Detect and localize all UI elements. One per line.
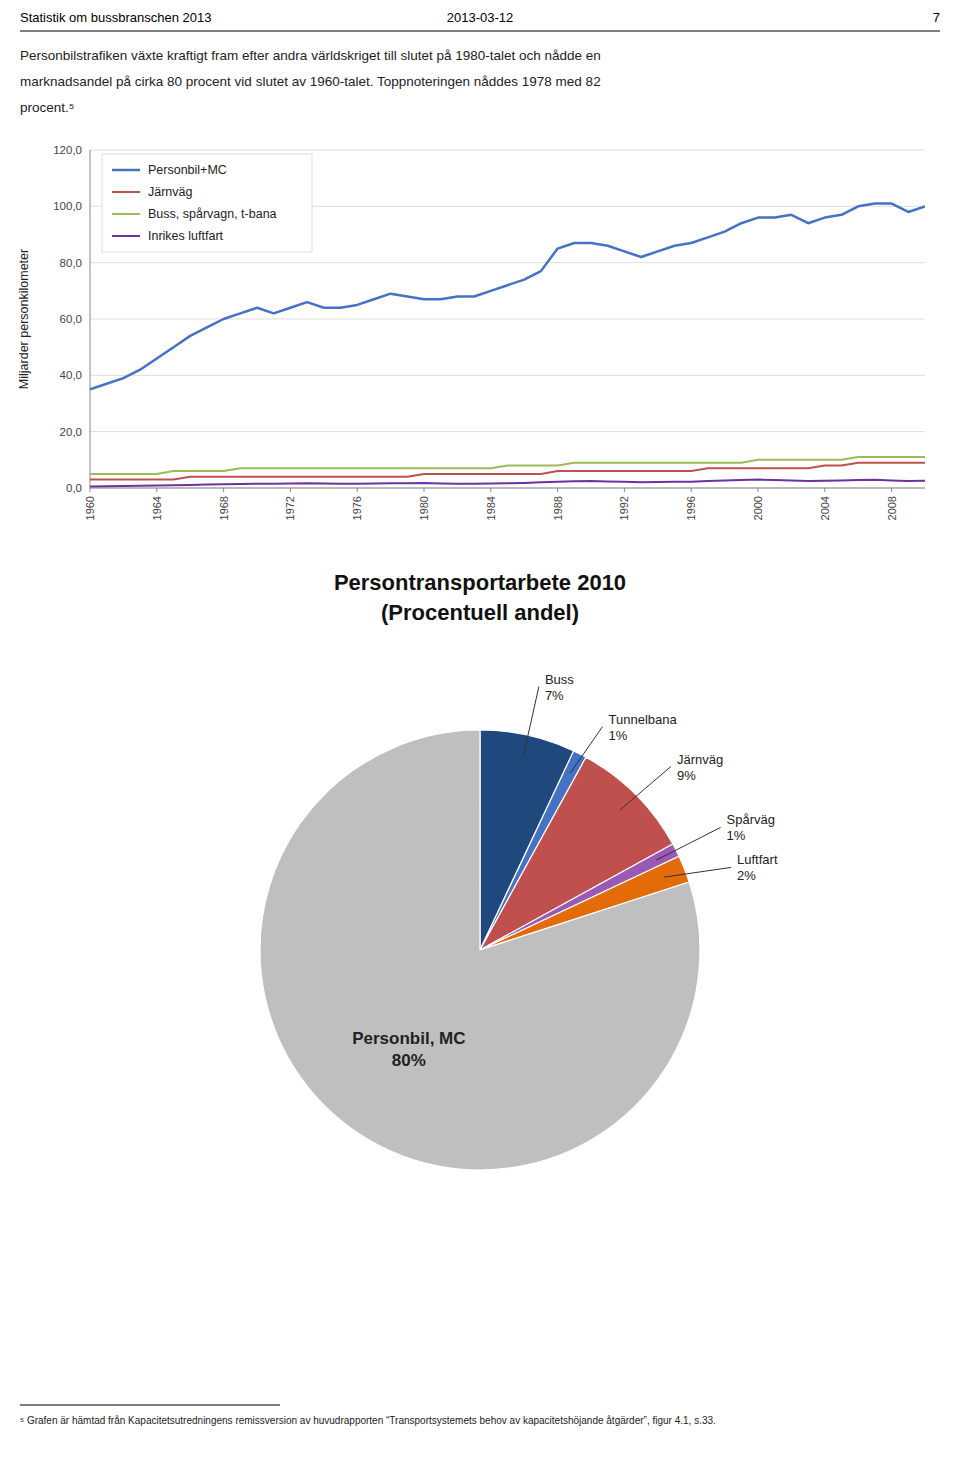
slice-value-label: 9% <box>677 768 696 783</box>
slices <box>260 730 700 1170</box>
y-tick-label: 0,0 <box>66 482 82 494</box>
y-tick-label: 60,0 <box>60 313 82 325</box>
legend-label: Buss, spårvagn, t-bana <box>148 207 277 221</box>
slice-category: Järnväg <box>677 752 723 767</box>
slice-value-label: 1% <box>609 728 628 743</box>
slice-category: Luftfart <box>737 852 778 867</box>
footnote-text: ⁵ Grafen är hämtad från Kapacitetsutredn… <box>20 1415 716 1426</box>
legend-swatch <box>112 169 140 172</box>
pie-labels: Personbil, MC80%Buss7%Tunnelbana1%Järnvä… <box>352 672 778 1070</box>
page: Statistik om bussbranschen 2013 2013-03-1… <box>0 0 960 1468</box>
x-tick-label: 1968 <box>218 496 230 520</box>
x-tick-label: 1964 <box>151 496 163 520</box>
legend-label: Järnväg <box>148 185 193 199</box>
footnote-rule <box>20 1405 280 1406</box>
legend-box <box>102 154 312 252</box>
x-tick <box>357 488 358 492</box>
x-tick-label: 1984 <box>485 496 497 520</box>
x-tick-label: 1960 <box>84 496 96 520</box>
leader-line <box>570 727 603 774</box>
x-tick <box>758 488 759 492</box>
slice-category: Tunnelbana <box>609 712 678 727</box>
pie-title: Persontransportarbete 2010 <box>334 570 626 595</box>
background <box>0 0 960 1468</box>
x-tick-label: 1972 <box>284 496 296 520</box>
x-tick <box>223 488 224 492</box>
slice-category: Buss <box>545 672 574 687</box>
leader-line <box>523 687 539 757</box>
header-right: 7 <box>933 10 940 25</box>
grid-line <box>90 431 925 432</box>
leader-line <box>656 827 720 860</box>
x-tick <box>891 488 892 492</box>
leader-line <box>664 867 731 877</box>
x-tick-label: 1992 <box>618 496 630 520</box>
x-tick-label: 2008 <box>886 496 898 520</box>
x-tick <box>624 488 625 492</box>
body-line: marknadsandel på cirka 80 procent vid sl… <box>20 74 601 89</box>
pie-subtitle: (Procentuell andel) <box>381 600 579 625</box>
x-tick-label: 1976 <box>351 496 363 520</box>
series-line <box>90 204 925 390</box>
legend-swatch <box>112 191 140 193</box>
legend-label: Inrikes luftfart <box>148 229 224 243</box>
header-left: Statistik om bussbranschen 2013 <box>20 10 212 25</box>
header-divider <box>20 31 940 32</box>
series-line <box>90 480 925 487</box>
slice-value-label: 80% <box>392 1051 426 1070</box>
series-line <box>90 457 925 474</box>
body-text: Personbilstrafiken växte kraftigt fram e… <box>20 48 601 115</box>
slice-value-label: 2% <box>737 868 756 883</box>
x-tick <box>691 488 692 492</box>
y-axis <box>90 150 91 488</box>
x-tick <box>490 488 491 492</box>
x-tick-label: 1980 <box>418 496 430 520</box>
grid-line <box>90 319 925 320</box>
x-tick <box>90 488 91 492</box>
x-tick <box>424 488 425 492</box>
legend-swatch <box>112 235 140 237</box>
y-tick-label: 40,0 <box>60 369 82 381</box>
footnote: ⁵ Grafen är hämtad från Kapacitetsutredn… <box>20 1405 716 1426</box>
x-tick-label: 2004 <box>819 496 831 520</box>
y-tick-label: 20,0 <box>60 426 82 438</box>
y-tick-label: 80,0 <box>60 257 82 269</box>
legend: Personbil+MC Järnväg Buss, spårvagn, t-ban… <box>102 154 312 252</box>
body-line: procent.⁵ <box>20 100 74 115</box>
line-chart: 0,0 20,0 40,0 60,0 80,0 100,0 120,0 1960 1964 196… <box>17 144 925 520</box>
x-tick <box>824 488 825 492</box>
y-tick-label: 100,0 <box>53 200 82 212</box>
x-tick-label: 1988 <box>552 496 564 520</box>
grid-line <box>90 262 925 263</box>
legend-swatch <box>112 213 140 215</box>
body-line: Personbilstrafiken växte kraftigt fram e… <box>20 48 601 63</box>
slice-category: Personbil, MC <box>352 1029 465 1048</box>
grid-line <box>90 488 925 489</box>
x-tick-label: 2000 <box>752 496 764 520</box>
grid-line <box>90 375 925 376</box>
leader-line <box>620 767 671 810</box>
header-center: 2013-03-12 <box>447 10 514 25</box>
x-tick <box>156 488 157 492</box>
x-axis <box>90 488 925 489</box>
x-tick-label: 1996 <box>685 496 697 520</box>
page-header: Statistik om bussbranschen 2013 2013-03-1… <box>20 10 940 31</box>
slice-category: Spårväg <box>727 812 775 827</box>
grid-line <box>90 150 925 151</box>
pie-slice <box>260 730 700 1170</box>
y-tick-label: 120,0 <box>53 144 82 156</box>
legend-label: Personbil+MC <box>148 163 227 177</box>
pie-chart: Persontransportarbete 2010 (Procentuell a… <box>260 570 778 1170</box>
y-axis-label: Miljarder personkilometer <box>17 249 31 389</box>
x-tick <box>557 488 558 492</box>
slice-value-label: 1% <box>727 828 746 843</box>
slice-value-label: 7% <box>545 688 564 703</box>
x-tick <box>290 488 291 492</box>
